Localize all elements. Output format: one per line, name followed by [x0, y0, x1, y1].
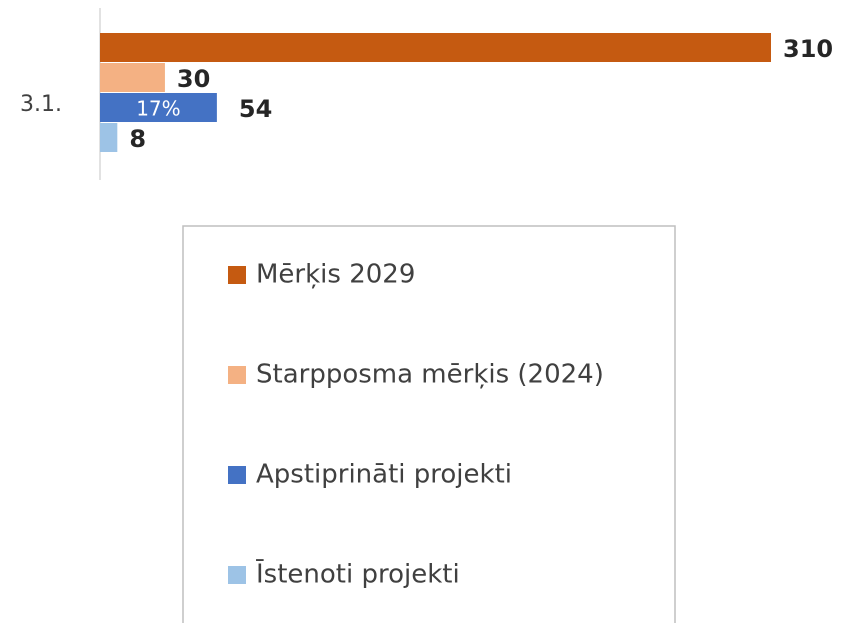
- legend-swatch: [228, 266, 246, 284]
- legend-label: Mērķis 2029: [256, 260, 415, 290]
- bar-annotation: 17%: [136, 97, 180, 121]
- bar: [100, 33, 771, 62]
- legend-swatch: [228, 466, 246, 484]
- data-label: 8: [129, 125, 146, 153]
- data-label: 30: [177, 65, 210, 93]
- bar: [100, 63, 165, 92]
- data-label: 54: [239, 95, 272, 123]
- legend-swatch: [228, 566, 246, 584]
- legend-box: [182, 225, 676, 623]
- legend-swatch: [228, 366, 246, 384]
- legend-label: Īstenoti projekti: [256, 559, 460, 590]
- legend-label: Apstiprināti projekti: [256, 460, 512, 490]
- category-label: 3.1.: [20, 92, 62, 117]
- bar: [100, 123, 118, 152]
- bar: [100, 93, 217, 122]
- legend-label: Starpposma mērķis (2024): [256, 360, 604, 390]
- data-label: 310: [783, 35, 833, 63]
